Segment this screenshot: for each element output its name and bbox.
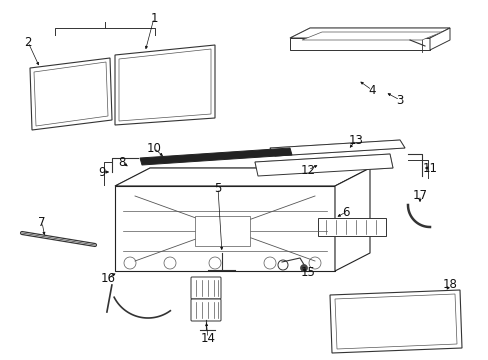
Text: 3: 3 bbox=[395, 94, 403, 107]
Text: 13: 13 bbox=[348, 134, 363, 147]
Polygon shape bbox=[269, 140, 404, 156]
Circle shape bbox=[300, 265, 307, 271]
Text: 2: 2 bbox=[24, 36, 32, 49]
Polygon shape bbox=[429, 28, 449, 50]
Polygon shape bbox=[119, 49, 210, 121]
Text: 1: 1 bbox=[150, 12, 158, 24]
Polygon shape bbox=[115, 186, 334, 271]
Polygon shape bbox=[329, 290, 461, 353]
Text: 14: 14 bbox=[200, 332, 215, 345]
Polygon shape bbox=[289, 38, 429, 50]
Polygon shape bbox=[34, 62, 108, 126]
Polygon shape bbox=[140, 148, 291, 165]
Polygon shape bbox=[30, 58, 112, 130]
Text: 5: 5 bbox=[214, 181, 221, 194]
Text: 11: 11 bbox=[422, 162, 437, 175]
Polygon shape bbox=[115, 186, 334, 271]
Text: 15: 15 bbox=[300, 266, 315, 279]
Polygon shape bbox=[334, 168, 369, 271]
FancyBboxPatch shape bbox=[191, 299, 221, 321]
Polygon shape bbox=[254, 154, 392, 176]
Polygon shape bbox=[115, 45, 215, 125]
Text: 6: 6 bbox=[342, 206, 349, 219]
Polygon shape bbox=[269, 140, 404, 156]
Text: 4: 4 bbox=[367, 84, 375, 96]
Polygon shape bbox=[289, 38, 429, 50]
Text: 8: 8 bbox=[118, 156, 125, 168]
Text: 9: 9 bbox=[98, 166, 105, 179]
Polygon shape bbox=[289, 28, 449, 38]
FancyBboxPatch shape bbox=[191, 277, 221, 299]
Text: 16: 16 bbox=[101, 271, 115, 284]
FancyBboxPatch shape bbox=[317, 218, 385, 236]
Text: 12: 12 bbox=[300, 163, 315, 176]
Polygon shape bbox=[115, 168, 369, 186]
FancyBboxPatch shape bbox=[195, 216, 249, 246]
Polygon shape bbox=[302, 32, 441, 40]
Text: 17: 17 bbox=[412, 189, 427, 202]
Text: 7: 7 bbox=[38, 216, 46, 229]
Polygon shape bbox=[334, 294, 456, 349]
Text: 18: 18 bbox=[442, 279, 456, 292]
Polygon shape bbox=[115, 168, 369, 186]
Polygon shape bbox=[254, 154, 392, 176]
Polygon shape bbox=[289, 28, 449, 38]
Text: 10: 10 bbox=[146, 141, 161, 154]
